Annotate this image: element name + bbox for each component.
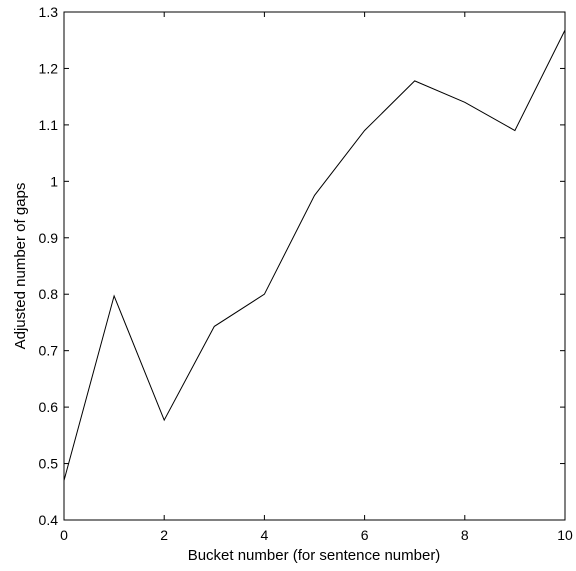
y-tick-label: 0.9 xyxy=(39,230,59,246)
y-axis-label: Adjusted number of gaps xyxy=(12,183,29,350)
x-axis-label: Bucket number (for sentence number) xyxy=(188,547,441,564)
x-tick-label: 4 xyxy=(261,527,269,543)
x-tick-label: 6 xyxy=(361,527,369,543)
x-tick-label: 0 xyxy=(60,527,68,543)
tick-labels: 0 2 4 6 8 10 0.4 0.5 0.6 0.7 0.8 0.9 1 1.1 1.2 1.3 xyxy=(39,4,573,543)
y-tick-label: 0.7 xyxy=(39,343,59,359)
y-tick-label: 1.2 xyxy=(39,60,59,76)
series-line xyxy=(63,29,566,481)
x-tick-label: 2 xyxy=(160,527,168,543)
x-tick-label: 8 xyxy=(461,527,469,543)
y-tick-label: 0.8 xyxy=(39,286,59,302)
y-tick-label: 1.1 xyxy=(39,117,59,133)
y-tick-label: 0.4 xyxy=(39,512,59,528)
y-tick-label: 0.5 xyxy=(39,456,59,472)
series-lines xyxy=(63,29,566,481)
y-tick-label: 0.6 xyxy=(39,399,59,415)
y-tick-label: 1 xyxy=(50,173,58,189)
plot-frame xyxy=(63,11,566,521)
tick-marks xyxy=(63,11,566,521)
x-tick-label: 10 xyxy=(557,527,573,543)
y-tick-label: 1.3 xyxy=(39,4,59,20)
